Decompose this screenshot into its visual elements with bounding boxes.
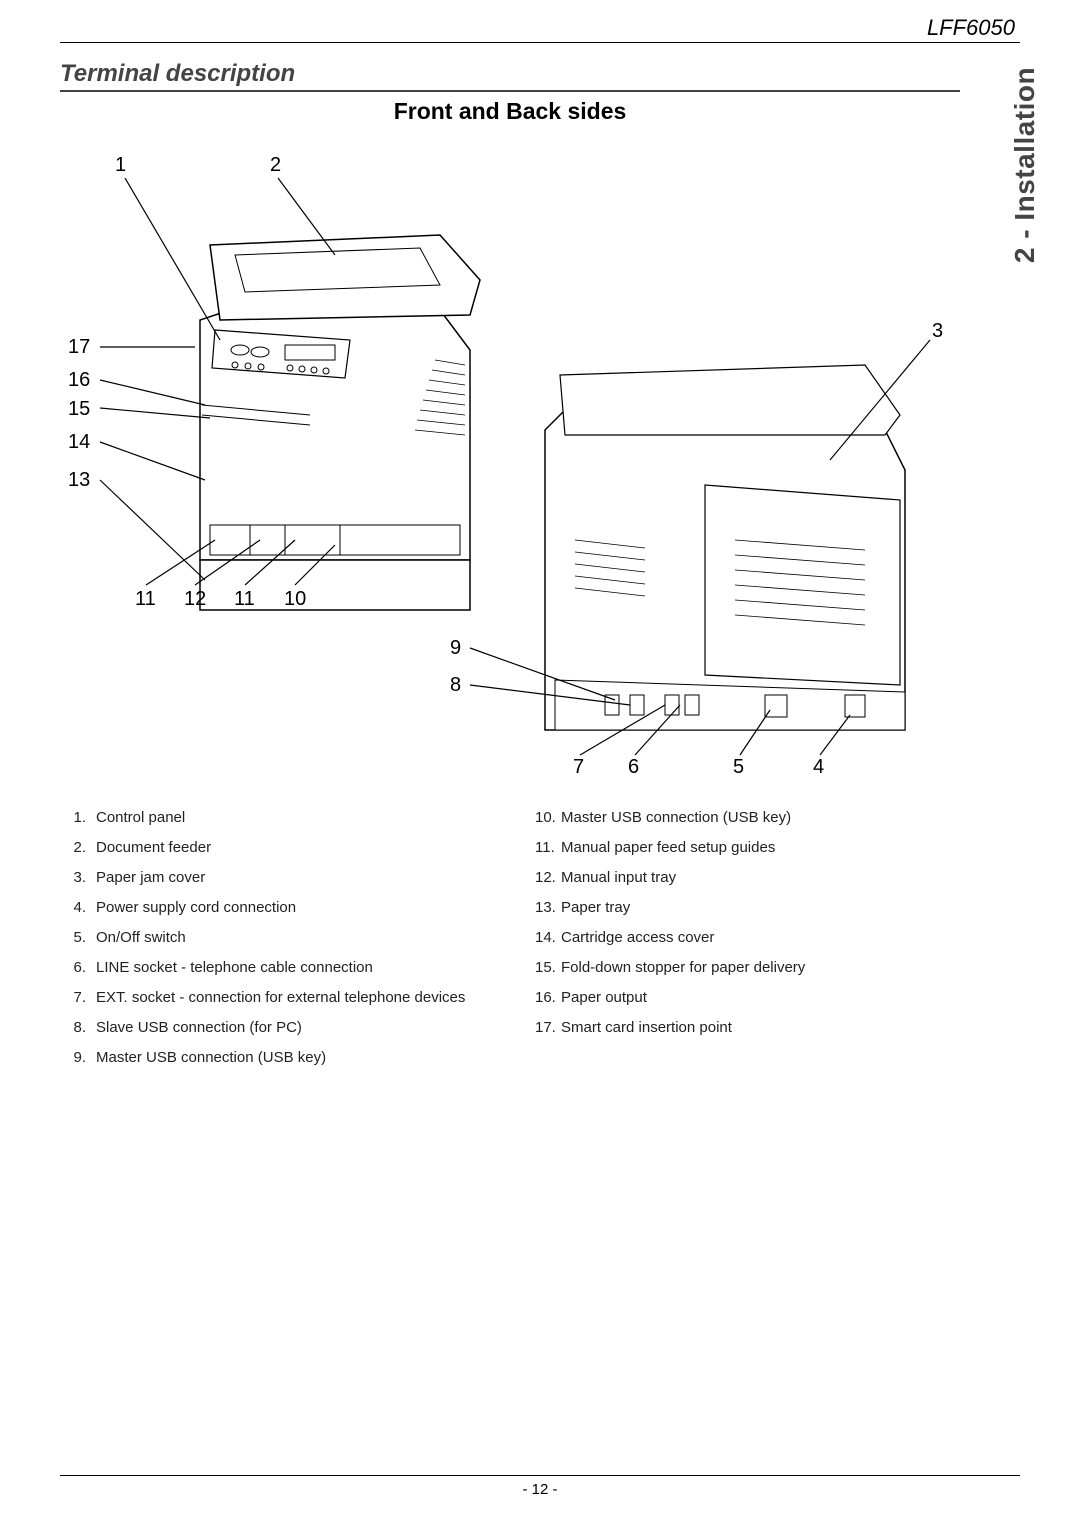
- legend-text: Cartridge access cover: [561, 926, 714, 950]
- legend-num: 1.: [70, 806, 96, 830]
- callout-8: 8: [450, 674, 461, 697]
- callout-14: 14: [68, 431, 90, 454]
- legend-row: 11.Manual paper feed setup guides: [535, 836, 960, 860]
- callout-b10: 10: [284, 588, 306, 611]
- legend: 1.Control panel2.Document feeder3.Paper …: [70, 800, 960, 1076]
- callout-6: 6: [628, 756, 639, 779]
- legend-row: 15.Fold-down stopper for paper delivery: [535, 956, 960, 980]
- legend-num: 4.: [70, 896, 96, 920]
- legend-text: Power supply cord connection: [96, 896, 296, 920]
- legend-text: LINE socket - telephone cable connection: [96, 956, 373, 980]
- legend-num: 6.: [70, 956, 96, 980]
- legend-num: 12.: [535, 866, 561, 890]
- chapter-tab-label: 2 - Installation: [1009, 67, 1041, 263]
- legend-text: EXT. socket - connection for external te…: [96, 986, 465, 1010]
- leader-lines: [60, 140, 960, 790]
- callout-13: 13: [68, 469, 90, 492]
- legend-row: 4.Power supply cord connection: [70, 896, 495, 920]
- callout-5: 5: [733, 756, 744, 779]
- legend-num: 15.: [535, 956, 561, 980]
- legend-num: 10.: [535, 806, 561, 830]
- legend-text: Fold-down stopper for paper delivery: [561, 956, 805, 980]
- legend-row: 3.Paper jam cover: [70, 866, 495, 890]
- legend-num: 5.: [70, 926, 96, 950]
- legend-num: 16.: [535, 986, 561, 1010]
- diagram-area: 1 2: [60, 140, 960, 790]
- callout-7: 7: [573, 756, 584, 779]
- model-number: LFF6050: [927, 15, 1015, 41]
- legend-row: 13.Paper tray: [535, 896, 960, 920]
- legend-num: 9.: [70, 1046, 96, 1070]
- legend-num: 11.: [535, 836, 561, 860]
- legend-row: 10.Master USB connection (USB key): [535, 806, 960, 830]
- legend-text: Manual input tray: [561, 866, 676, 890]
- callout-3: 3: [932, 320, 943, 343]
- legend-text: Control panel: [96, 806, 185, 830]
- callout-9: 9: [450, 637, 461, 660]
- legend-text: Master USB connection (USB key): [561, 806, 791, 830]
- callout-b12: 12: [184, 588, 206, 611]
- page-number: - 12 -: [60, 1481, 1020, 1498]
- section-rule: [60, 90, 960, 92]
- legend-num: 8.: [70, 1016, 96, 1040]
- bottom-rule: [60, 1475, 1020, 1476]
- legend-num: 3.: [70, 866, 96, 890]
- legend-row: 12.Manual input tray: [535, 866, 960, 890]
- legend-row: 14.Cartridge access cover: [535, 926, 960, 950]
- callout-4: 4: [813, 756, 824, 779]
- legend-num: 7.: [70, 986, 96, 1010]
- legend-text: Slave USB connection (for PC): [96, 1016, 302, 1040]
- legend-text: Paper jam cover: [96, 866, 205, 890]
- legend-row: 8.Slave USB connection (for PC): [70, 1016, 495, 1040]
- legend-text: Paper output: [561, 986, 647, 1010]
- callout-17: 17: [68, 336, 90, 359]
- callout-15: 15: [68, 398, 90, 421]
- legend-row: 7.EXT. socket - connection for external …: [70, 986, 495, 1010]
- legend-num: 2.: [70, 836, 96, 860]
- legend-text: Smart card insertion point: [561, 1016, 732, 1040]
- top-rule: [60, 42, 1020, 43]
- legend-row: 9.Master USB connection (USB key): [70, 1046, 495, 1070]
- legend-num: 13.: [535, 896, 561, 920]
- legend-text: Manual paper feed setup guides: [561, 836, 775, 860]
- callout-b11b: 11: [234, 588, 255, 611]
- callout-16: 16: [68, 369, 90, 392]
- legend-row: 17.Smart card insertion point: [535, 1016, 960, 1040]
- legend-num: 14.: [535, 926, 561, 950]
- chapter-tab: 2 - Installation: [995, 55, 1055, 275]
- legend-text: Paper tray: [561, 896, 630, 920]
- callout-b11a: 11: [135, 588, 156, 611]
- legend-row: 6.LINE socket - telephone cable connecti…: [70, 956, 495, 980]
- legend-text: Master USB connection (USB key): [96, 1046, 326, 1070]
- legend-text: Document feeder: [96, 836, 211, 860]
- legend-num: 17.: [535, 1016, 561, 1040]
- legend-row: 2.Document feeder: [70, 836, 495, 860]
- diagram-subtitle: Front and Back sides: [60, 98, 960, 125]
- section-title: Terminal description: [60, 60, 295, 88]
- legend-row: 16.Paper output: [535, 986, 960, 1010]
- legend-row: 1.Control panel: [70, 806, 495, 830]
- legend-col-left: 1.Control panel2.Document feeder3.Paper …: [70, 800, 495, 1076]
- legend-col-right: 10.Master USB connection (USB key)11.Man…: [535, 800, 960, 1076]
- legend-text: On/Off switch: [96, 926, 186, 950]
- legend-row: 5.On/Off switch: [70, 926, 495, 950]
